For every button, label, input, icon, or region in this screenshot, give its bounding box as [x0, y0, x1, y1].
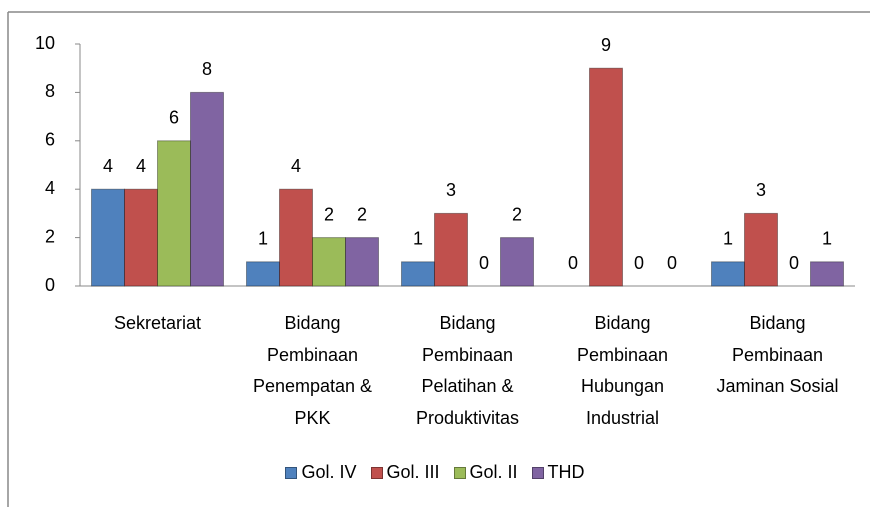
bar — [246, 261, 280, 287]
data-label: 4 — [136, 156, 146, 176]
data-label: 2 — [512, 204, 522, 224]
data-label: 3 — [756, 180, 766, 200]
y-tick-label: 2 — [45, 226, 55, 246]
bar — [124, 188, 158, 287]
legend-label: Gol. III — [386, 462, 440, 482]
legend-item: THD — [531, 462, 585, 483]
y-tick-label: 6 — [45, 130, 55, 150]
data-label: 3 — [446, 180, 456, 200]
bar — [279, 188, 313, 287]
legend-item: Gol. III — [370, 462, 440, 483]
x-tick-label: Bidang Pembinaan Jaminan Sosial — [716, 313, 839, 396]
data-label: 0 — [789, 253, 799, 273]
legend-item: Gol. IV — [285, 462, 357, 483]
bar — [744, 212, 778, 287]
legend-label: Gol. IV — [301, 462, 357, 482]
data-label: 0 — [479, 253, 489, 273]
data-label: 0 — [667, 253, 677, 273]
y-tick-label: 4 — [45, 178, 55, 198]
data-label: 1 — [258, 229, 268, 249]
legend-swatch — [453, 466, 466, 479]
data-label: 0 — [634, 253, 644, 273]
bar — [345, 237, 379, 287]
x-tick-label: Bidang Pembinaan Pelatihan & Produktivit… — [415, 313, 520, 428]
legend-swatch — [285, 466, 298, 479]
bar — [401, 261, 435, 287]
bar — [810, 261, 844, 287]
data-label: 2 — [357, 204, 367, 224]
data-label: 1 — [723, 229, 733, 249]
data-label: 1 — [413, 229, 423, 249]
legend-label: Gol. II — [469, 462, 518, 482]
bar — [500, 237, 534, 287]
bar — [91, 188, 125, 287]
data-label: 0 — [568, 253, 578, 273]
bar — [312, 237, 346, 287]
legend-swatch — [531, 466, 544, 479]
data-label: 1 — [822, 229, 832, 249]
bar — [711, 261, 745, 287]
data-label: 2 — [324, 204, 334, 224]
legend-label: THD — [547, 462, 585, 482]
bar — [589, 67, 623, 287]
y-tick-label: 8 — [45, 81, 55, 101]
data-label: 4 — [103, 156, 113, 176]
x-tick-label: Bidang Pembinaan Hubungan Industrial — [576, 313, 669, 428]
data-label: 6 — [169, 108, 179, 128]
y-tick-label: 10 — [35, 33, 55, 53]
legend-swatch — [370, 466, 383, 479]
legend-item: Gol. II — [453, 462, 518, 483]
x-tick-label: Sekretariat — [113, 313, 202, 333]
data-label: 8 — [202, 59, 212, 79]
bar — [434, 212, 468, 287]
data-label: 4 — [291, 156, 301, 176]
y-tick-label: 0 — [45, 275, 55, 295]
bar — [157, 140, 191, 287]
bar — [190, 91, 224, 287]
data-label: 9 — [601, 35, 611, 55]
legend: Gol. IV Gol. III Gol. II THD — [0, 462, 870, 483]
x-tick-label: Bidang Pembinaan Penempatan & PKK — [252, 313, 373, 428]
